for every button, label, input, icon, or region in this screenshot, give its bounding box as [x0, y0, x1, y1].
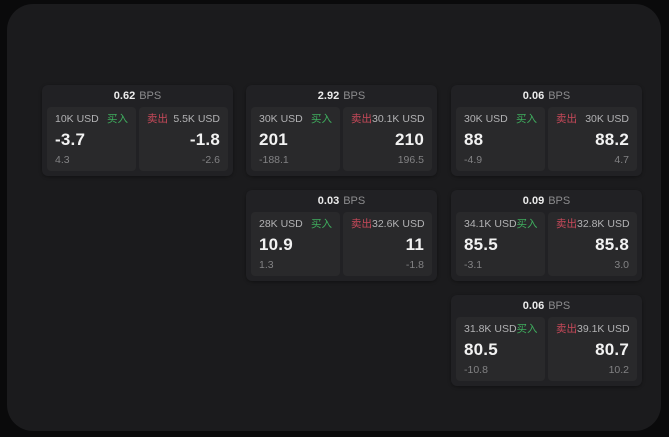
buy-side-label: 买入: [311, 113, 332, 125]
buy-side-label: 买入: [516, 113, 537, 125]
quote-card-1: 0.62 BPS 10K USD 买入 -3.7 4.3 卖出 5.5K USD: [42, 85, 233, 176]
buy-delta: 4.3: [55, 154, 70, 166]
sell-side-label: 卖出: [147, 113, 168, 125]
sell-side-label: 卖出: [351, 218, 372, 230]
bps-header: 0.62 BPS: [42, 85, 233, 107]
buy-delta: -4.9: [464, 154, 483, 166]
sell-pane[interactable]: 卖出 30.1K USD 210 196.5: [343, 107, 432, 171]
buy-side-label: 买入: [516, 323, 538, 335]
sell-delta: 196.5: [397, 154, 424, 166]
buy-price: 80.5: [464, 340, 498, 359]
buy-notional: 30K USD: [464, 113, 508, 125]
sell-pane[interactable]: 卖出 32.6K USD 11 -1.8: [343, 212, 432, 276]
buy-side-label: 买入: [516, 218, 538, 230]
sell-notional: 5.5K USD: [173, 113, 220, 125]
quote-card-4: 0.03 BPS 28K USD 买入 10.9 1.3 卖出 32.6K US…: [246, 190, 437, 281]
bps-unit-label: BPS: [548, 195, 571, 207]
sell-side-label: 卖出: [556, 323, 577, 335]
quote-card-2: 2.92 BPS 30K USD 买入 201 -188.1 卖出 30.1K …: [246, 85, 437, 176]
bps-unit-label: BPS: [343, 195, 366, 207]
sell-notional: 30K USD: [585, 113, 629, 125]
sell-delta: 10.2: [608, 364, 629, 376]
sell-price: 11: [405, 235, 424, 254]
buy-price: -3.7: [55, 130, 86, 149]
quote-card-6: 0.06 BPS 31.8K USD 买入 80.5 -10.8 卖出 39.1…: [451, 295, 642, 386]
sell-delta: -2.6: [201, 154, 220, 166]
bps-unit-label: BPS: [139, 90, 162, 102]
bps-header: 0.06 BPS: [451, 295, 642, 317]
content-panel: 0.62 BPS 10K USD 买入 -3.7 4.3 卖出 5.5K USD: [7, 4, 661, 431]
buy-pane[interactable]: 28K USD 买入 10.9 1.3: [251, 212, 340, 276]
buy-notional: 30K USD: [259, 113, 303, 125]
buy-delta: -188.1: [259, 154, 289, 166]
sell-pane[interactable]: 卖出 32.8K USD 85.8 3.0: [548, 212, 637, 276]
sell-notional: 32.8K USD: [577, 218, 630, 230]
bps-header: 0.09 BPS: [451, 190, 642, 212]
buy-delta: 1.3: [259, 259, 274, 271]
buy-pane[interactable]: 30K USD 买入 88 -4.9: [456, 107, 545, 171]
sell-pane[interactable]: 卖出 39.1K USD 80.7 10.2: [548, 317, 637, 381]
sell-side-label: 卖出: [556, 218, 577, 230]
quote-card-5: 0.09 BPS 34.1K USD 买入 85.5 -3.1 卖出 32.8K…: [451, 190, 642, 281]
buy-pane[interactable]: 31.8K USD 买入 80.5 -10.8: [456, 317, 545, 381]
bps-value: 0.06: [522, 300, 545, 312]
quote-card-3: 0.06 BPS 30K USD 买入 88 -4.9 卖出 30K USD: [451, 85, 642, 176]
buy-delta: -3.1: [464, 259, 483, 271]
sell-price: 88.2: [595, 130, 629, 149]
buy-price: 85.5: [464, 235, 498, 254]
sell-price: 80.7: [595, 340, 629, 359]
bps-unit-label: BPS: [548, 300, 571, 312]
sell-pane[interactable]: 卖出 30K USD 88.2 4.7: [548, 107, 637, 171]
sell-notional: 32.6K USD: [372, 218, 425, 230]
bps-value: 0.62: [113, 90, 136, 102]
buy-price: 10.9: [259, 235, 293, 254]
sell-delta: -1.8: [405, 259, 424, 271]
bps-header: 0.03 BPS: [246, 190, 437, 212]
sell-price: 85.8: [595, 235, 629, 254]
bps-value: 0.09: [522, 195, 545, 207]
bps-value: 0.06: [522, 90, 545, 102]
sell-side-label: 卖出: [351, 113, 372, 125]
sell-side-label: 卖出: [556, 113, 577, 125]
bps-unit-label: BPS: [343, 90, 366, 102]
bps-unit-label: BPS: [548, 90, 571, 102]
bps-header: 2.92 BPS: [246, 85, 437, 107]
bps-header: 0.06 BPS: [451, 85, 642, 107]
buy-pane[interactable]: 34.1K USD 买入 85.5 -3.1: [456, 212, 545, 276]
buy-delta: -10.8: [464, 364, 488, 376]
sell-price: -1.8: [189, 130, 220, 149]
bps-value: 0.03: [317, 195, 340, 207]
buy-side-label: 买入: [107, 113, 128, 125]
buy-notional: 10K USD: [55, 113, 99, 125]
sell-notional: 39.1K USD: [577, 323, 630, 335]
sell-pane[interactable]: 卖出 5.5K USD -1.8 -2.6: [139, 107, 228, 171]
buy-notional: 28K USD: [259, 218, 303, 230]
sell-delta: 4.7: [614, 154, 629, 166]
buy-side-label: 买入: [311, 218, 332, 230]
sell-price: 210: [395, 130, 424, 149]
sell-delta: 3.0: [614, 259, 629, 271]
buy-price: 88: [464, 130, 484, 149]
buy-notional: 34.1K USD: [464, 218, 517, 230]
buy-price: 201: [259, 130, 288, 149]
sell-notional: 30.1K USD: [372, 113, 425, 125]
bps-value: 2.92: [317, 90, 340, 102]
buy-pane[interactable]: 10K USD 买入 -3.7 4.3: [47, 107, 136, 171]
buy-notional: 31.8K USD: [464, 323, 517, 335]
buy-pane[interactable]: 30K USD 买入 201 -188.1: [251, 107, 340, 171]
